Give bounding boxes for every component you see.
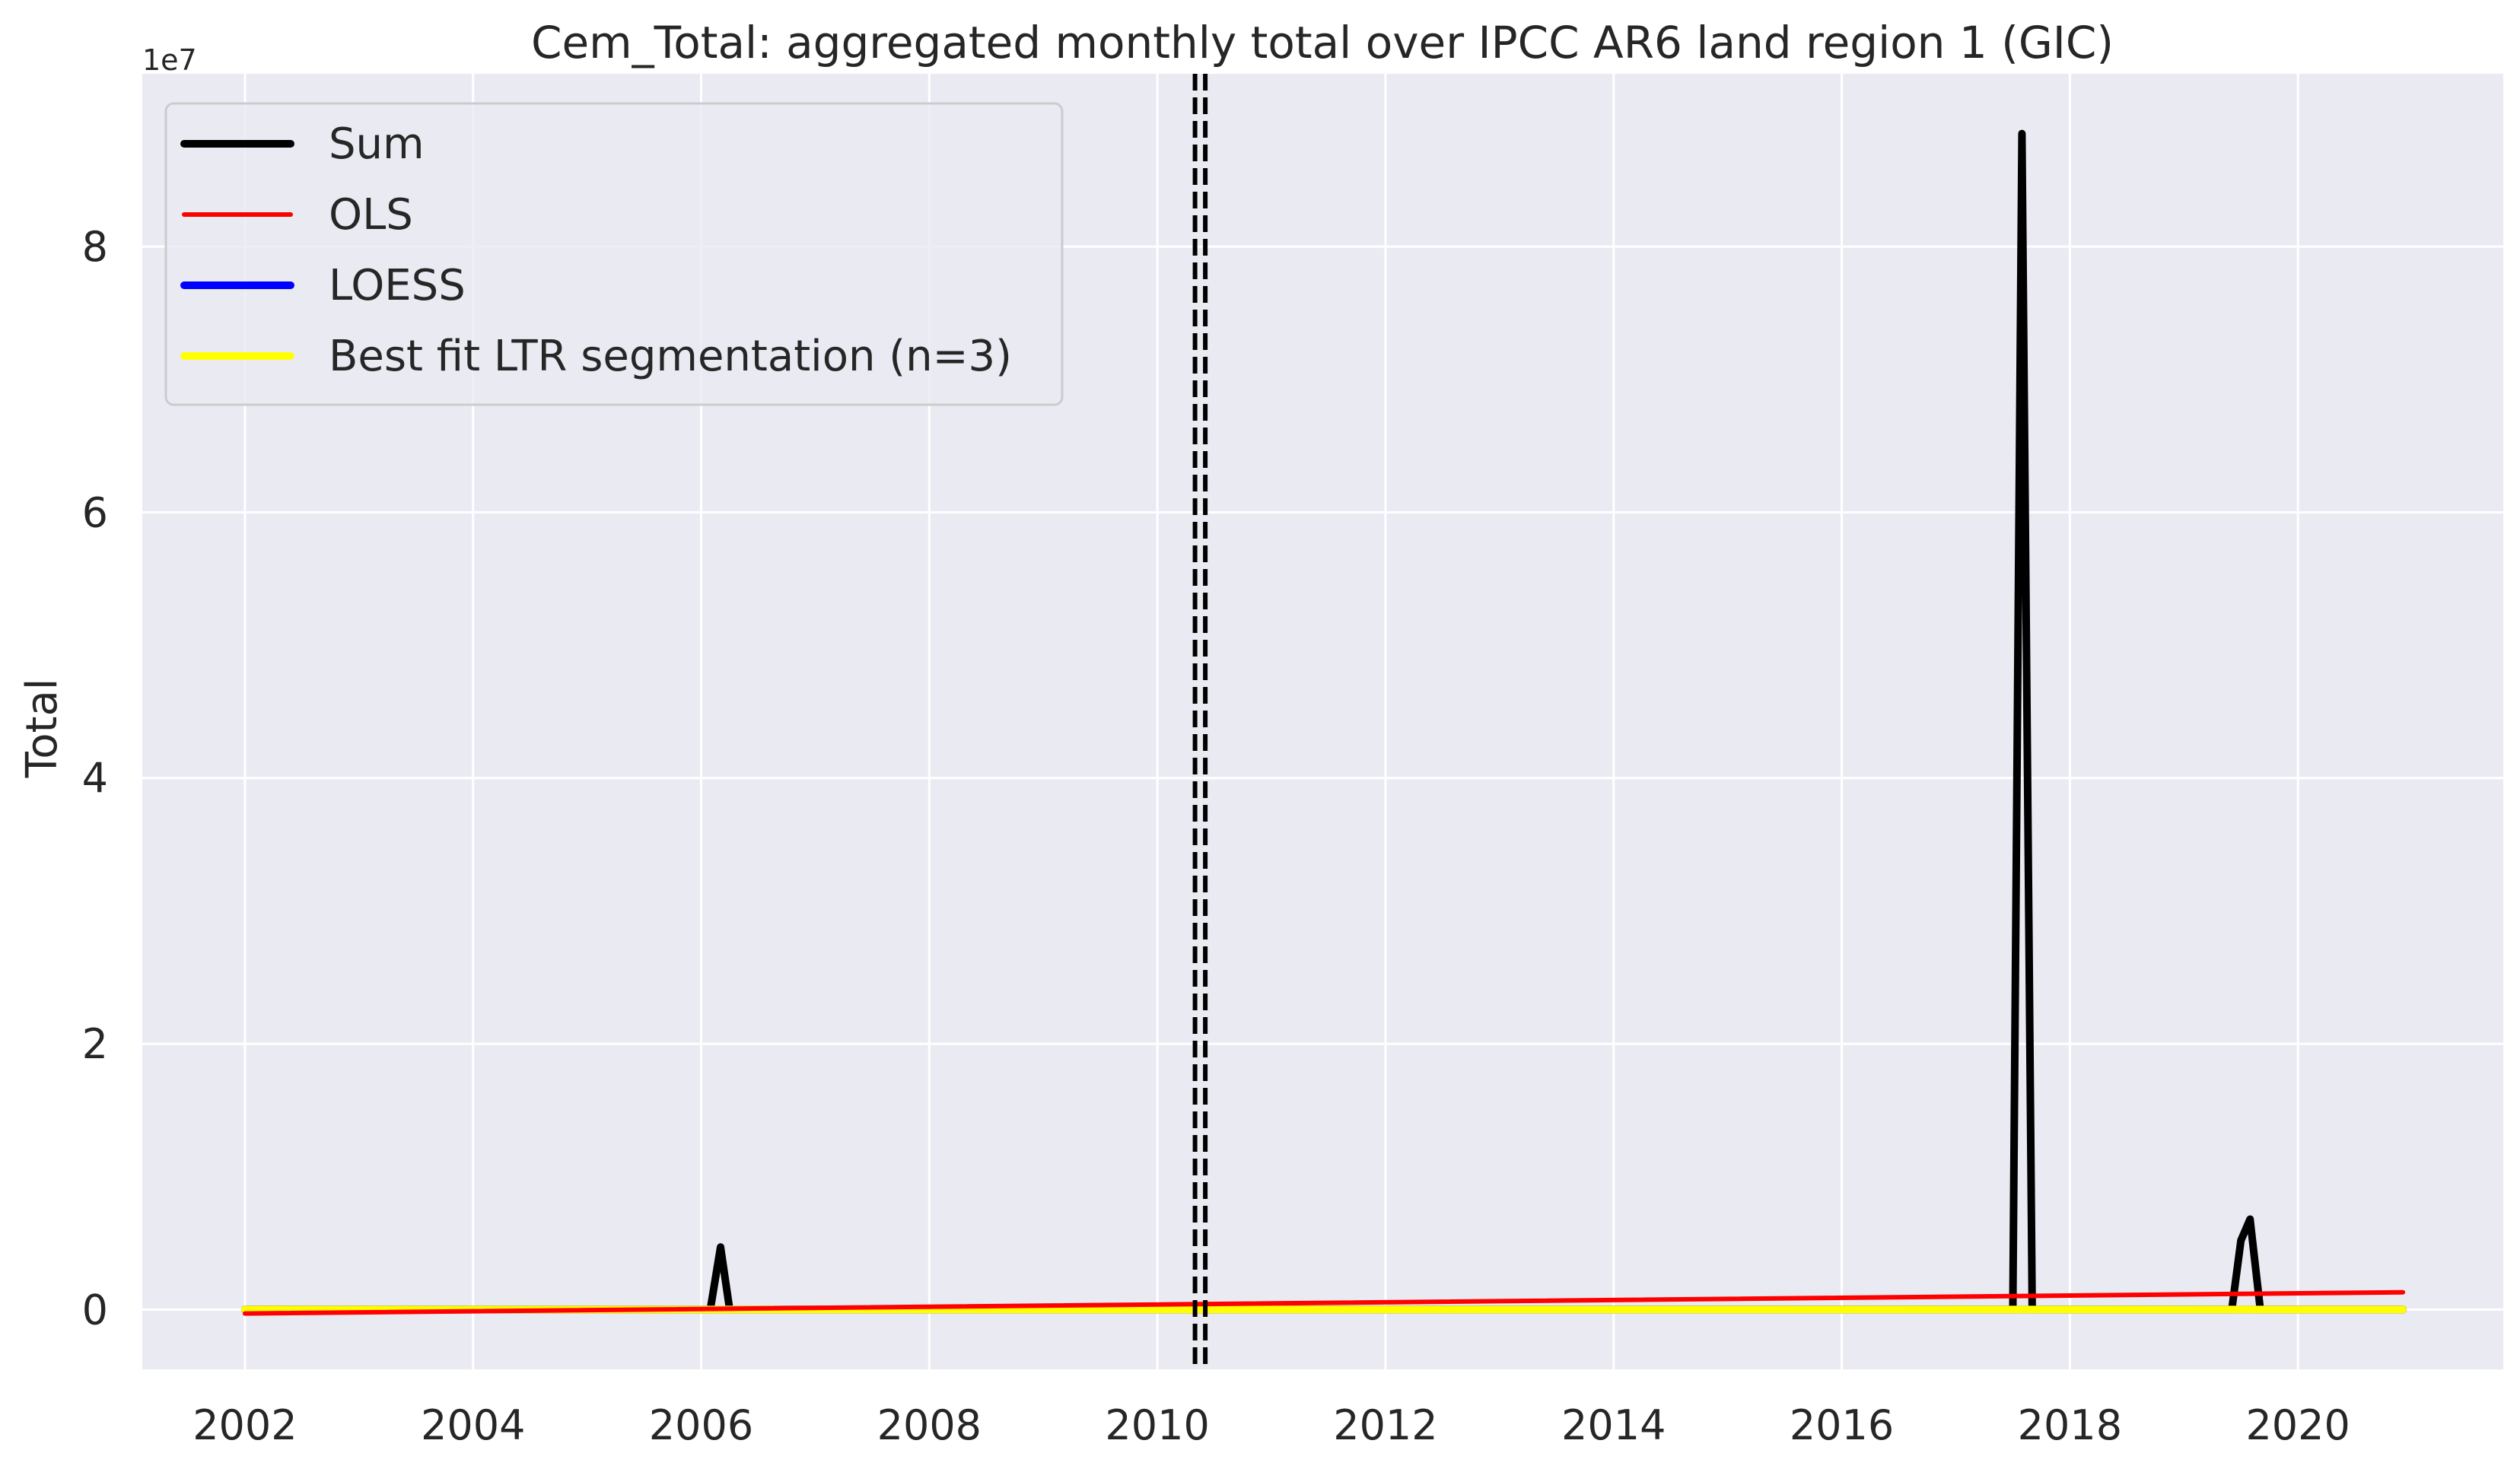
x-tick-label: 2014 — [1561, 1401, 1666, 1449]
x-tick-label: 2016 — [1790, 1401, 1894, 1449]
plot-series — [240, 74, 2407, 1369]
x-tick-label: 2010 — [1105, 1401, 1209, 1449]
x-tick-label: 2020 — [2245, 1401, 2350, 1449]
x-tick-label: 2008 — [877, 1401, 982, 1449]
y-tick-label: 6 — [82, 488, 108, 536]
y-tick-label: 0 — [82, 1286, 108, 1334]
chart-title: Cem_Total: aggregated monthly total over… — [531, 17, 2114, 68]
x-tick-label: 2004 — [421, 1401, 525, 1449]
y-axis-label: Total — [18, 679, 67, 779]
legend: Sum OLS LOESS Best fit LTR segmentation … — [164, 102, 1064, 406]
x-tick-label: 2018 — [2018, 1401, 2122, 1449]
x-tick-label: 2006 — [649, 1401, 753, 1449]
y-axis-offset-label: 1e7 — [142, 43, 197, 77]
x-tick-label: 2002 — [192, 1401, 297, 1449]
y-tick-label: 2 — [82, 1020, 108, 1068]
series-sum-line — [240, 129, 2407, 1314]
legend-label-ols: OLS — [329, 190, 413, 240]
legend-label-loess: LOESS — [329, 261, 466, 310]
legend-label-sum: Sum — [329, 119, 425, 169]
y-tick-label: 4 — [82, 755, 108, 803]
x-tick-label: 2012 — [1333, 1401, 1437, 1449]
y-tick-label: 8 — [82, 223, 108, 271]
x-axis-ticks: 2002 2004 2006 2008 2010 2012 2014 2016 2018 2020 — [192, 1401, 2350, 1449]
y-axis-ticks: 0 2 4 6 8 — [82, 223, 108, 1334]
series-ols-line — [242, 1289, 2406, 1316]
legend-box — [164, 102, 1064, 406]
legend-label-ltr: Best fit LTR segmentation (n=3) — [329, 332, 1012, 381]
